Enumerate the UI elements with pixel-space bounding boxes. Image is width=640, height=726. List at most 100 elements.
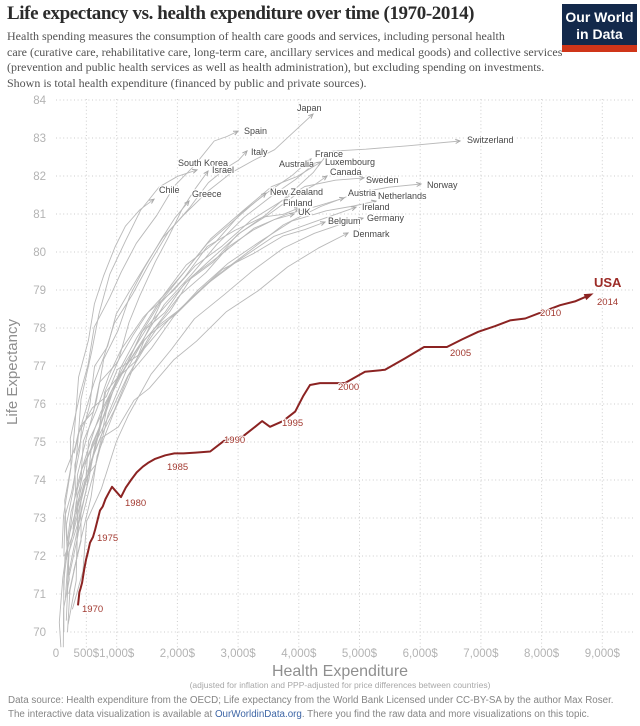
x-tick-label: 3,000$ <box>221 648 257 660</box>
country-label: Netherlands <box>378 191 427 201</box>
country-line-germany: Germany <box>71 212 406 610</box>
footer-line2-post: . There you find the raw data and more v… <box>301 708 590 720</box>
owid-logo-line2: in Data <box>576 25 623 42</box>
x-tick-label: 0 <box>53 648 59 660</box>
usa-year-label: 1980 <box>125 498 146 509</box>
country-lines: Japan Spain Switzerland Italy FranceAustrali… <box>58 102 515 648</box>
y-tick-label: 84 <box>33 95 46 107</box>
country-line-canada: Canada <box>72 166 363 530</box>
usa-arrowhead-icon <box>583 293 594 301</box>
usa-year-label: 2005 <box>450 348 471 359</box>
country-arrow-icon <box>342 232 350 238</box>
country-line-new-zealand: New Zealand <box>68 186 324 576</box>
country-line-uk: UK <box>65 206 312 560</box>
owid-logo-line1: Our World <box>565 9 634 25</box>
country-arrow-icon <box>306 158 312 164</box>
country-arrow-icon <box>308 113 314 119</box>
y-tick-label: 74 <box>33 475 46 487</box>
country-arrow-icon <box>232 130 240 136</box>
country-label: Canada <box>330 167 362 177</box>
country-label: Australia <box>279 159 314 169</box>
y-tick-label: 70 <box>33 627 46 639</box>
country-label: South Korea <box>178 158 228 168</box>
country-line-belgium: Belgium <box>66 215 362 595</box>
country-arrow-icon <box>261 192 267 198</box>
y-tick-label: 79 <box>33 285 46 297</box>
usa-year-label: 2014 <box>597 297 618 308</box>
owid-link[interactable]: OurWorldinData.org <box>214 708 302 720</box>
country-label: UK <box>298 207 311 217</box>
country-line-australia: Australia <box>68 158 316 595</box>
usa-year-label: 1985 <box>167 462 188 473</box>
country-label: Germany <box>367 213 405 223</box>
usa-year-label: 1975 <box>97 533 118 544</box>
country-arrow-icon <box>191 168 199 174</box>
country-label: Denmark <box>353 229 390 239</box>
country-label: France <box>315 149 343 159</box>
footer-line2-pre: The interactive data visualization is av… <box>8 708 215 720</box>
country-arrow-icon <box>371 199 378 205</box>
country-label: Norway <box>427 180 458 190</box>
country-arrow-icon <box>242 149 248 156</box>
country-label: Finland <box>283 198 313 208</box>
country-arrow-icon <box>350 206 358 211</box>
x-axis-title: Health Expenditure <box>272 663 408 680</box>
country-arrow-icon <box>319 221 327 226</box>
y-tick-label: 78 <box>33 323 46 335</box>
x-tick-label: 9,000$ <box>585 648 621 660</box>
country-line-ireland: Ireland <box>63 201 391 591</box>
country-label: Israel <box>212 165 234 175</box>
country-line-israel: Israel <box>73 164 235 572</box>
country-line-greece: Greece <box>64 188 223 598</box>
x-tick-label: 7,000$ <box>463 648 499 660</box>
country-arrow-icon <box>316 161 323 167</box>
country-arrow-icon <box>293 207 301 212</box>
country-label: Chile <box>159 185 180 195</box>
y-tick-label: 76 <box>33 399 46 411</box>
country-label: Ireland <box>362 202 390 212</box>
y-tick-label: 75 <box>33 437 46 449</box>
country-label: Japan <box>297 103 322 113</box>
x-tick-label: 4,000$ <box>281 648 317 660</box>
y-tick-label: 72 <box>33 551 46 563</box>
country-arrow-icon <box>339 196 346 202</box>
x-tick-label: 6,000$ <box>403 648 439 660</box>
chart-footer: Data source: Health expenditure from the… <box>8 694 636 721</box>
y-tick-label: 82 <box>33 171 46 183</box>
y-tick-label: 77 <box>33 361 46 373</box>
usa-year-label: 2000 <box>338 382 359 393</box>
country-label: Italy <box>251 147 268 157</box>
y-tick-label: 80 <box>33 247 46 259</box>
y-tick-label: 71 <box>33 589 46 601</box>
x-tick-label: 2,000$ <box>160 648 196 660</box>
footer-datasource: Data source: Health expenditure from the… <box>8 694 636 708</box>
country-arrow-icon <box>358 216 365 222</box>
y-tick-label: 81 <box>33 209 46 221</box>
page-title: Life expectancy vs. health expenditure o… <box>7 3 475 24</box>
chart-header: Life expectancy vs. health expenditure o… <box>7 3 563 91</box>
country-label: Greece <box>192 189 222 199</box>
x-tick-label: 500$ <box>74 648 100 660</box>
country-arrow-icon <box>289 212 296 218</box>
y-tick-label: 73 <box>33 513 46 525</box>
country-label: Belgium <box>328 216 361 226</box>
x-tick-label: 5,000$ <box>342 648 378 660</box>
usa-series-label: USA <box>594 275 622 290</box>
country-label: Luxembourg <box>325 157 375 167</box>
usa-year-label: 1970 <box>82 604 103 615</box>
usa-year-label: 1990 <box>224 435 245 446</box>
country-line-luxembourg: Luxembourg <box>65 156 376 621</box>
country-label: Sweden <box>366 175 399 185</box>
x-axis-subtitle: (adjusted for inflation and PPP-adjusted… <box>190 680 491 690</box>
country-line-denmark: Denmark <box>76 228 391 507</box>
country-line-sweden: Sweden <box>73 174 400 454</box>
country-arrow-icon <box>359 175 366 181</box>
country-arrow-icon <box>203 170 209 177</box>
country-line-france: France <box>67 148 344 541</box>
chart-subtitle: Health spending measures the consumption… <box>7 29 563 90</box>
country-arrow-icon <box>455 138 462 144</box>
country-arrow-icon <box>148 198 156 204</box>
y-axis-title: Life Expectancy <box>4 319 21 425</box>
